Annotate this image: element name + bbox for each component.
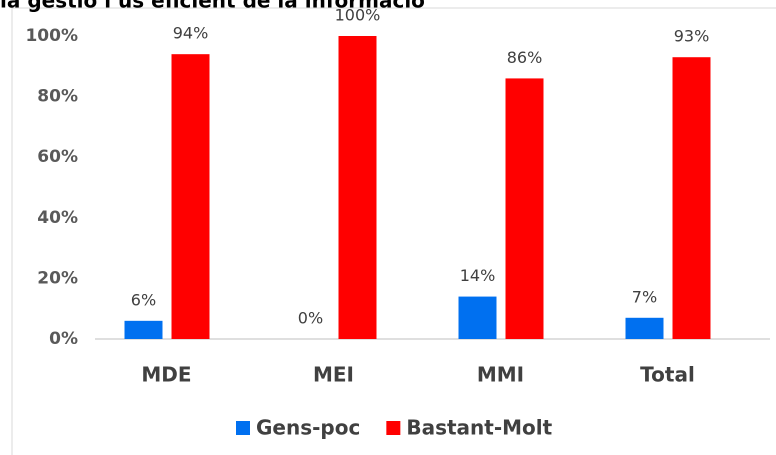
bar <box>124 320 163 339</box>
value-label: 93% <box>674 27 710 46</box>
legend-swatch <box>386 421 401 435</box>
y-tick-label: 60% <box>37 147 78 167</box>
bar <box>505 78 544 340</box>
legend-label: Gens-poc <box>256 416 360 440</box>
value-label: 14% <box>460 266 496 285</box>
bar <box>672 57 711 340</box>
y-tick-label: 40% <box>37 208 78 228</box>
y-tick-label: 80% <box>37 87 78 107</box>
y-tick-label: 20% <box>37 268 78 288</box>
value-label: 6% <box>131 290 156 309</box>
y-tick-label: 100% <box>25 26 78 46</box>
legend-label: Bastant-Molt <box>406 416 552 440</box>
bar <box>458 296 497 339</box>
value-label: 86% <box>507 48 543 67</box>
bar <box>171 54 210 340</box>
value-label: 100% <box>335 6 381 25</box>
y-tick-label: 0% <box>49 329 78 349</box>
value-label: 94% <box>173 24 209 43</box>
bar <box>338 36 377 339</box>
legend-swatch <box>236 421 250 435</box>
x-tick-label: MMI <box>477 363 524 387</box>
x-tick-label: Total <box>640 363 695 387</box>
value-label: 0% <box>298 309 323 328</box>
chart-frame <box>11 7 776 455</box>
value-label: 7% <box>632 287 657 306</box>
x-tick-label: MEI <box>313 363 354 387</box>
bar <box>625 317 664 339</box>
x-tick-label: MDE <box>141 363 191 387</box>
chart-title: la gestió i ús eficient de la informació <box>0 0 425 13</box>
